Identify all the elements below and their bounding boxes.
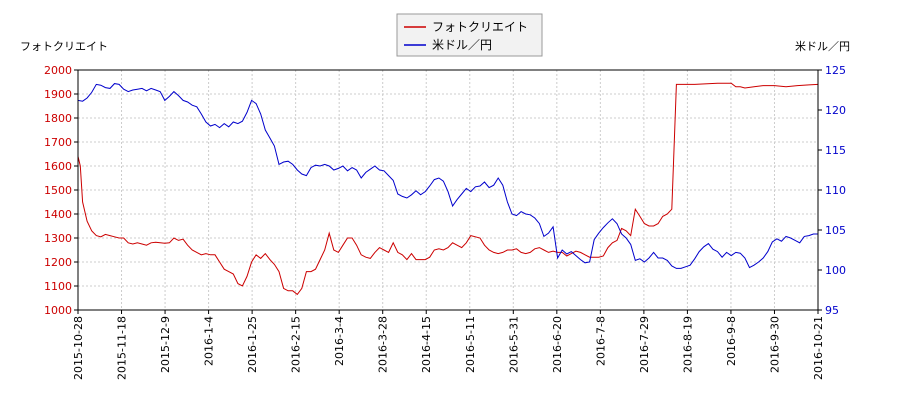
- plot-frame: [77, 69, 819, 311]
- left-tick-label-10: 2000: [44, 64, 72, 77]
- x-tick-label-17: 2016-10-21: [812, 316, 825, 380]
- left-axis-title: フォトクリエイト: [20, 40, 108, 53]
- right-axis: 95 100 105 110 115 120 125: [818, 64, 846, 317]
- x-tick-label-14: 2016-8-19: [681, 316, 694, 373]
- legend-label-usdjpy: 米ドル／円: [432, 38, 492, 52]
- left-tick-label-9: 1900: [44, 88, 72, 101]
- x-tick-label-16: 2016-9-30: [768, 316, 781, 373]
- right-tick-label-5: 120: [825, 104, 846, 117]
- series-line-0: [77, 82, 819, 296]
- right-tick-label-2: 105: [825, 224, 846, 237]
- left-tick-label-8: 1800: [44, 112, 72, 125]
- x-axis: 2015-10-28 2015-11-18 2015-12-9 2016-1-4 201…: [72, 310, 825, 380]
- series-line-1: [77, 83, 818, 269]
- legend-box: [396, 13, 543, 57]
- x-tick-label-11: 2016-6-20: [551, 316, 564, 373]
- left-tick-label-6: 1600: [44, 160, 72, 173]
- left-tick-label-2: 1200: [44, 256, 72, 269]
- series-layer: [77, 82, 819, 296]
- left-axis: 1000 1100 1200 1300 1400 1500 1600 1700 1800 1900…: [44, 64, 78, 317]
- grid: [77, 69, 819, 311]
- x-tick-label-6: 2016-3-4: [333, 316, 346, 366]
- right-axis-title: 米ドル／円: [795, 40, 850, 53]
- right-tick-label-4: 115: [825, 144, 846, 157]
- x-tick-label-5: 2016-2-15: [290, 316, 303, 373]
- x-tick-label-9: 2016-5-11: [464, 316, 477, 373]
- legend-label-photocreate: フォトクリエイト: [432, 20, 528, 34]
- x-tick-label-4: 2016-1-25: [246, 316, 259, 373]
- x-tick-label-10: 2016-5-31: [507, 316, 520, 373]
- x-tick-label-7: 2016-3-28: [377, 316, 390, 373]
- x-tick-label-1: 2015-11-18: [116, 316, 129, 380]
- left-tick-label-7: 1700: [44, 136, 72, 149]
- left-tick-label-0: 1000: [44, 304, 72, 317]
- right-tick-label-1: 100: [825, 264, 846, 277]
- x-tick-label-8: 2016-4-15: [420, 316, 433, 373]
- x-tick-label-12: 2016-7-8: [594, 316, 607, 366]
- left-tick-label-4: 1400: [44, 208, 72, 221]
- right-tick-label-0: 95: [825, 304, 839, 317]
- legend: フォトクリエイト 米ドル／円: [396, 13, 543, 57]
- right-tick-label-6: 125: [825, 64, 846, 77]
- x-tick-label-13: 2016-7-29: [638, 316, 651, 373]
- left-tick-label-5: 1500: [44, 184, 72, 197]
- x-tick-label-3: 2016-1-4: [203, 316, 216, 366]
- x-tick-label-15: 2016-9-8: [725, 316, 738, 366]
- x-tick-label-2: 2015-12-9: [159, 316, 172, 373]
- left-tick-label-1: 1100: [44, 280, 72, 293]
- left-tick-label-3: 1300: [44, 232, 72, 245]
- x-tick-label-0: 2015-10-28: [72, 316, 85, 380]
- right-tick-label-3: 110: [825, 184, 846, 197]
